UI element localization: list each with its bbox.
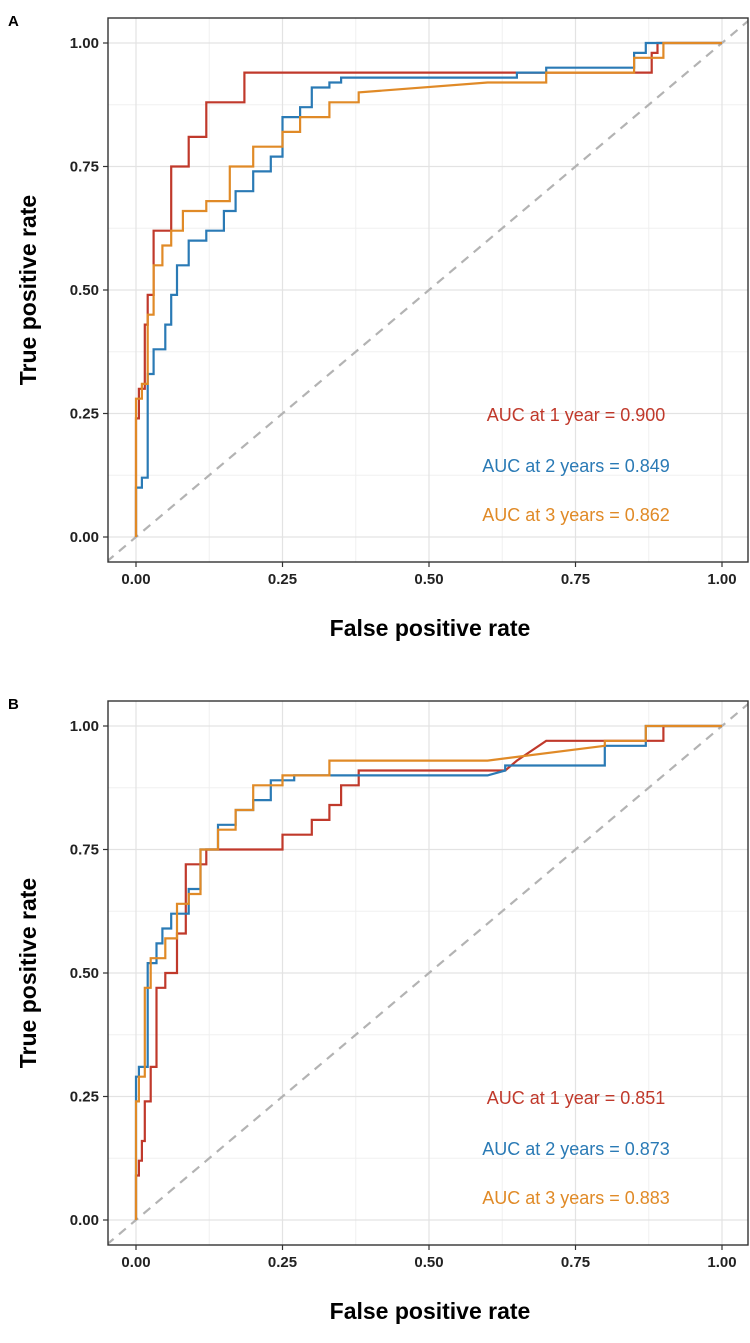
y-tick-label: 0.25: [70, 1089, 99, 1106]
y-tick-label: 0.25: [70, 406, 99, 423]
panel-a: A 0.00 0.00 0.25 0.25 0.50 0.50 0.75 0.75 1.00 1.0…: [0, 0, 750, 660]
x-axis-title: False positive rate: [330, 1298, 531, 1324]
x-tick-label: 0.75: [561, 1254, 590, 1271]
auc-annotation-1: AUC at 1 year = 0.851: [487, 1088, 666, 1108]
x-tick-label: 0.25: [268, 571, 297, 588]
y-axis-title: True positive rate: [15, 878, 41, 1068]
panel-b: B 0.00 0.00 0.25 0.25 0.50 0.50 0.75 0.75 1.00 1.0…: [0, 683, 750, 1343]
roc-curve-series-2: [134, 41, 722, 537]
roc-curve-series-3: [134, 724, 722, 1220]
y-tick-label: 0.00: [70, 1212, 99, 1229]
y-tick-label: 0.75: [70, 842, 99, 859]
x-tick-label: 0.50: [414, 571, 443, 588]
y-tick-label: 1.00: [70, 35, 99, 52]
auc-annotation-1: AUC at 1 year = 0.900: [487, 405, 666, 425]
y-tick-label: 1.00: [70, 718, 99, 735]
panel-letter: A: [8, 13, 19, 30]
y-tick-label: 0.00: [70, 529, 99, 546]
panel-letter: B: [8, 696, 19, 713]
roc-curve-series-1: [134, 724, 722, 1220]
x-tick-label: 0.00: [121, 1254, 150, 1271]
reference-diagonal-line: [108, 19, 748, 562]
x-axis-title: False positive rate: [330, 615, 531, 641]
y-tick-label: 0.50: [70, 965, 99, 982]
reference-diagonal-line: [108, 702, 748, 1245]
roc-chart-a: A 0.00 0.00 0.25 0.25 0.50 0.50 0.75 0.75 1.00 1.0…: [8, 13, 749, 641]
auc-annotation-3: AUC at 3 years = 0.883: [482, 1188, 670, 1208]
auc-annotation-2: AUC at 2 years = 0.849: [482, 456, 670, 476]
y-tick-label: 0.50: [70, 282, 99, 299]
roc-curve-series-3: [134, 41, 722, 537]
x-tick-label: 1.00: [707, 1254, 736, 1271]
y-axis-title: True positive rate: [15, 195, 41, 385]
x-tick-label: 1.00: [707, 571, 736, 588]
x-tick-label: 0.00: [121, 571, 150, 588]
y-tick-label: 0.75: [70, 159, 99, 176]
x-tick-label: 0.75: [561, 571, 590, 588]
auc-annotation-3: AUC at 3 years = 0.862: [482, 505, 670, 525]
x-tick-label: 0.25: [268, 1254, 297, 1271]
roc-chart-b: B 0.00 0.00 0.25 0.25 0.50 0.50 0.75 0.75 1.00 1.0…: [8, 696, 749, 1324]
x-tick-label: 0.50: [414, 1254, 443, 1271]
auc-annotation-2: AUC at 2 years = 0.873: [482, 1139, 670, 1159]
